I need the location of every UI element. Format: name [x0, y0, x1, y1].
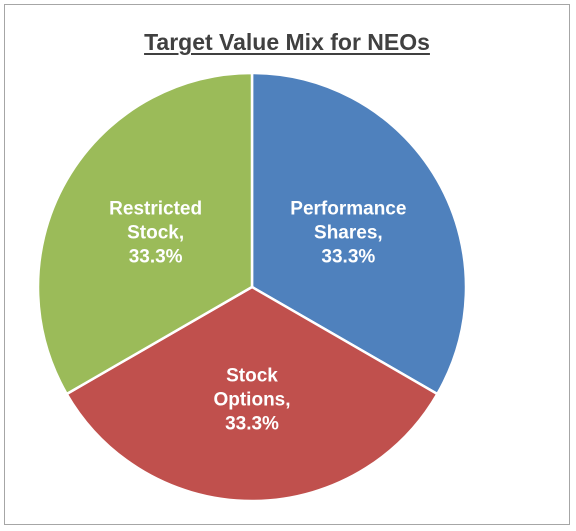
chart-frame: Target Value Mix for NEOs Performance Sha… — [4, 4, 570, 525]
chart-title: Target Value Mix for NEOs — [144, 29, 430, 55]
data-label-stock-options: Stock Options, 33.3% — [213, 365, 290, 434]
data-label-performance-shares: Performance Shares, 33.3% — [290, 198, 406, 267]
pie-slice-performance-shares — [250, 71, 468, 396]
data-label-restricted-stock: Restricted Stock, 33.3% — [109, 198, 202, 267]
pie-chart: Performance Shares, 33.3% Stock Options, 33.3… — [36, 71, 468, 503]
pie-slice-stock-options — [65, 285, 439, 503]
pie-slice-restricted-stock — [36, 71, 254, 396]
